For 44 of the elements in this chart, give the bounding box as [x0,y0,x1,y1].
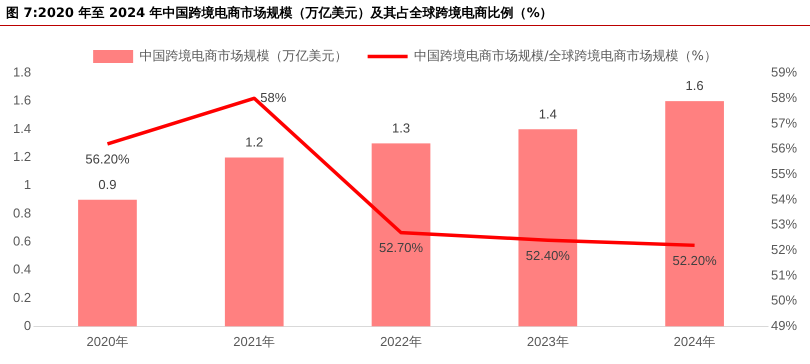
chart-title: 图 7:2020 年至 2024 年中国跨境电商市场规模（万亿美元）及其占全球跨境电商比例（%） [0,0,810,26]
bar [78,200,137,326]
legend-label: 中国跨境电商市场规模/全球跨境电商市场规模（%） [414,48,717,64]
data-label: 56.20% [85,152,130,167]
x-tick-label: 2022年 [380,334,422,349]
data-label: 52.70% [378,240,424,256]
y2-tick-label: 55% [770,166,798,181]
y2-tick-label: 56% [770,140,798,156]
data-label: 52.40% [526,248,570,263]
y2-tick-label: 54% [770,191,798,206]
data-label: 0.9 [98,176,116,192]
data-label: 52.20% [672,252,718,268]
bar [518,129,578,326]
bar [224,157,284,326]
bar [372,143,430,326]
x-tick-label: 2024年 [674,334,716,349]
x-tick-label: 2021年 [233,334,276,349]
y-tick-label: 1.6 [12,92,32,108]
y2-tick-label: 58% [770,90,798,105]
y2-tick-label: 51% [770,267,798,282]
legend-label: 中国跨境电商市场规模（万亿美元） [140,48,348,64]
y2-tick-label: 59% [770,64,798,80]
y-tick-label: 1.2 [12,149,32,164]
y-tick-label: 1 [24,177,32,192]
data-label: 1.6 [686,78,704,94]
data-label: 1.4 [538,106,557,122]
y-tick-label: 1.4 [12,120,32,136]
data-label: 58% [260,90,287,105]
y-tick-label: 0.6 [12,234,32,249]
y2-tick-label: 57% [770,115,798,130]
y-tick-label: 0.8 [12,205,32,220]
y-tick-label: 1.8 [12,64,32,80]
y2-tick-label: 53% [770,216,798,232]
y-tick-label: 0 [24,318,32,333]
x-tick-label: 2023年 [526,334,569,349]
bar [665,101,724,326]
data-label: 1.2 [245,134,264,150]
y-tick-label: 0.4 [12,262,32,277]
y2-tick-label: 52% [770,242,798,257]
y2-tick-label: 50% [770,292,798,308]
x-tick-label: 2020年 [86,334,128,349]
y-tick-label: 0.2 [12,290,32,305]
data-label: 1.3 [392,120,410,136]
y2-tick-label: 49% [770,318,798,333]
